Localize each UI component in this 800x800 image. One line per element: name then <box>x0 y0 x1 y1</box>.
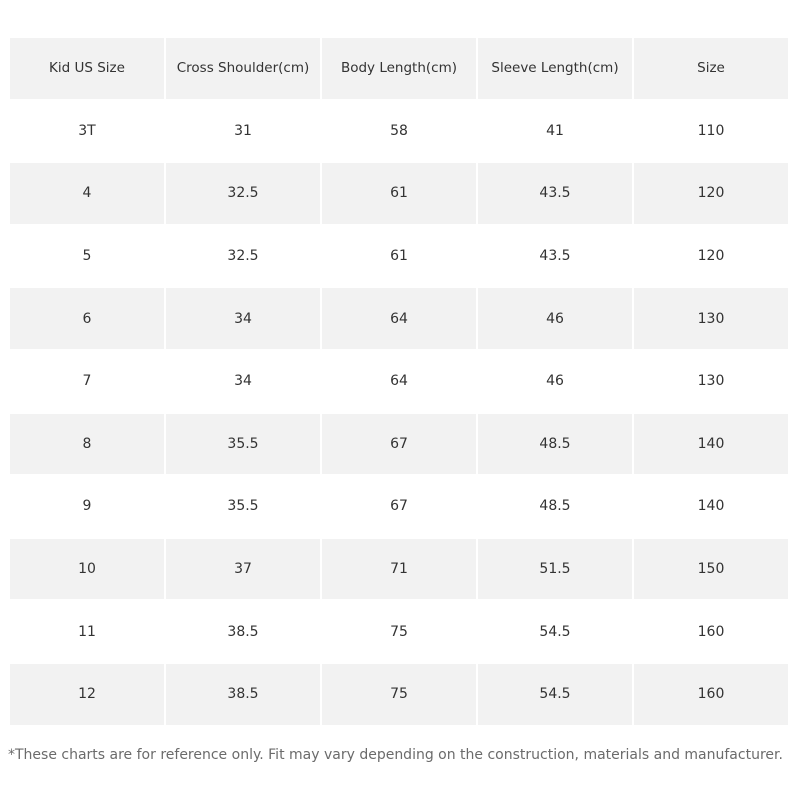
cell-body-length: 71 <box>322 538 476 600</box>
table-row: 10 37 71 51.5 150 <box>10 538 788 600</box>
cell-sleeve-length: 46 <box>478 288 632 349</box>
cell-size: 160 <box>634 601 788 662</box>
cell-kid-us-size: 7 <box>10 350 164 412</box>
table-row: 4 32.5 61 43.5 120 <box>10 163 788 224</box>
cell-body-length: 75 <box>322 601 476 662</box>
cell-kid-us-size: 8 <box>10 413 164 475</box>
cell-sleeve-length: 43.5 <box>478 225 632 287</box>
cell-body-length: 67 <box>322 476 476 537</box>
cell-size: 140 <box>634 476 788 537</box>
cell-sleeve-length: 43.5 <box>478 163 632 224</box>
cell-size: 130 <box>634 350 788 412</box>
cell-size: 130 <box>634 288 788 349</box>
cell-kid-us-size: 4 <box>10 163 164 224</box>
cell-body-length: 64 <box>322 288 476 349</box>
cell-sleeve-length: 54.5 <box>478 663 632 725</box>
cell-cross-shoulder: 34 <box>166 350 320 412</box>
cell-kid-us-size: 3T <box>10 100 164 162</box>
cell-sleeve-length: 41 <box>478 100 632 162</box>
cell-kid-us-size: 5 <box>10 225 164 287</box>
cell-body-length: 64 <box>322 350 476 412</box>
table-row: 7 34 64 46 130 <box>10 350 788 412</box>
reference-footnote: *These charts are for reference only. Fi… <box>8 747 783 763</box>
table-row: 11 38.5 75 54.5 160 <box>10 601 788 662</box>
cell-cross-shoulder: 31 <box>166 100 320 162</box>
header-cross-shoulder: Cross Shoulder(cm) <box>166 38 320 99</box>
cell-sleeve-length: 48.5 <box>478 413 632 475</box>
header-sleeve-length: Sleeve Length(cm) <box>478 38 632 99</box>
header-size: Size <box>634 38 788 99</box>
cell-cross-shoulder: 34 <box>166 288 320 349</box>
cell-size: 110 <box>634 100 788 162</box>
cell-cross-shoulder: 32.5 <box>166 225 320 287</box>
cell-body-length: 75 <box>322 663 476 725</box>
table-row: 6 34 64 46 130 <box>10 288 788 349</box>
cell-kid-us-size: 11 <box>10 601 164 662</box>
cell-body-length: 67 <box>322 413 476 475</box>
cell-kid-us-size: 10 <box>10 538 164 600</box>
cell-size: 120 <box>634 225 788 287</box>
cell-sleeve-length: 54.5 <box>478 601 632 662</box>
cell-cross-shoulder: 38.5 <box>166 663 320 725</box>
cell-sleeve-length: 46 <box>478 350 632 412</box>
cell-kid-us-size: 6 <box>10 288 164 349</box>
table-row: 3T 31 58 41 110 <box>10 100 788 162</box>
cell-cross-shoulder: 38.5 <box>166 601 320 662</box>
cell-cross-shoulder: 37 <box>166 538 320 600</box>
header-body-length: Body Length(cm) <box>322 38 476 99</box>
table-header-row: Kid US Size Cross Shoulder(cm) Body Leng… <box>10 38 788 99</box>
cell-body-length: 61 <box>322 163 476 224</box>
cell-size: 150 <box>634 538 788 600</box>
header-kid-us-size: Kid US Size <box>10 38 164 99</box>
cell-cross-shoulder: 35.5 <box>166 413 320 475</box>
cell-sleeve-length: 48.5 <box>478 476 632 537</box>
table-row: 9 35.5 67 48.5 140 <box>10 476 788 537</box>
cell-body-length: 61 <box>322 225 476 287</box>
cell-kid-us-size: 9 <box>10 476 164 537</box>
size-chart-table: Kid US Size Cross Shoulder(cm) Body Leng… <box>8 36 790 727</box>
table-row: 5 32.5 61 43.5 120 <box>10 225 788 287</box>
cell-size: 160 <box>634 663 788 725</box>
cell-kid-us-size: 12 <box>10 663 164 725</box>
table-row: 8 35.5 67 48.5 140 <box>10 413 788 475</box>
cell-body-length: 58 <box>322 100 476 162</box>
cell-sleeve-length: 51.5 <box>478 538 632 600</box>
cell-cross-shoulder: 32.5 <box>166 163 320 224</box>
cell-size: 120 <box>634 163 788 224</box>
cell-size: 140 <box>634 413 788 475</box>
cell-cross-shoulder: 35.5 <box>166 476 320 537</box>
table-row: 12 38.5 75 54.5 160 <box>10 663 788 725</box>
